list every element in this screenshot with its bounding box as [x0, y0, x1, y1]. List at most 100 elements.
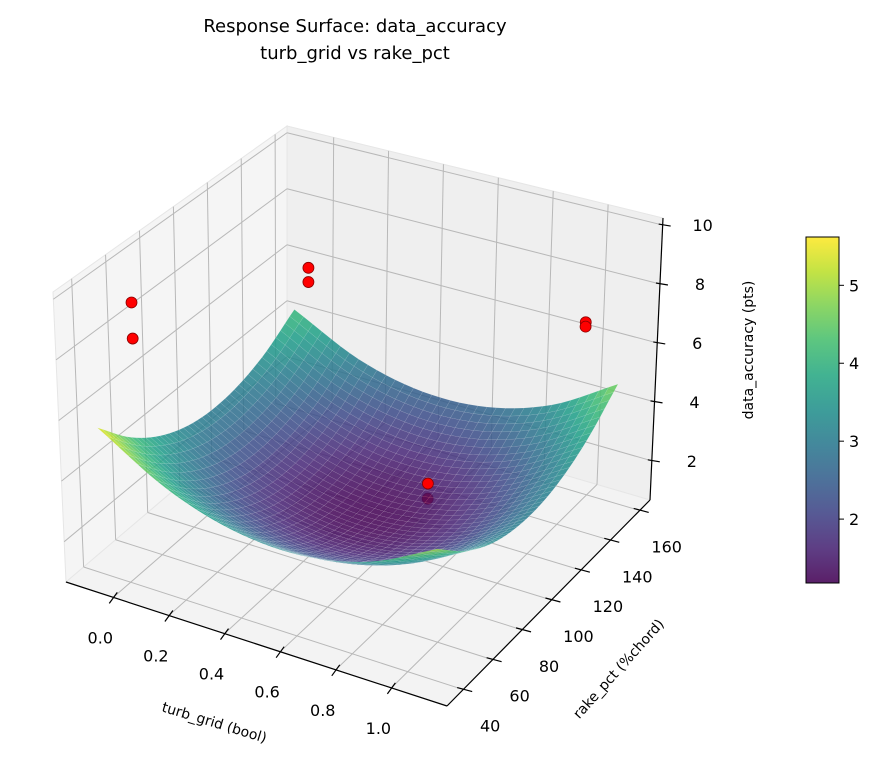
z-tick-label: 8	[695, 275, 705, 294]
x-tick-mark	[164, 610, 174, 622]
surface-patch	[581, 424, 597, 437]
x-axis-line	[65, 581, 448, 707]
colorbar-tick-label: 3	[849, 432, 859, 451]
surface-patch	[508, 522, 523, 530]
z-tick-label: 4	[689, 393, 699, 412]
y-tick-mark	[486, 657, 502, 663]
z-tick-label: 6	[692, 334, 702, 353]
x-tick-mark	[220, 628, 230, 640]
scatter-point	[302, 261, 315, 274]
colorbar-tick-label: 2	[849, 510, 859, 529]
surface-patch	[555, 467, 570, 477]
z-tick-mark	[655, 282, 669, 286]
surface-patch	[594, 400, 610, 413]
y-tick-label: 80	[539, 657, 559, 676]
surface-patch	[585, 416, 601, 429]
z-gridline	[61, 300, 288, 482]
surface-patch	[576, 432, 592, 444]
z-gridline	[53, 132, 288, 300]
surface-patch	[603, 383, 619, 396]
surface-patch	[436, 549, 451, 553]
y-tick-label: 60	[509, 687, 529, 706]
surface-patch	[546, 479, 562, 489]
x-tick-label: 0.0	[88, 628, 113, 647]
chart-subtitle: turb_grid vs rake_pct	[260, 43, 450, 64]
surface-patch	[486, 538, 501, 544]
y-axis-line	[446, 499, 651, 707]
colorbar-tick-label: 4	[849, 354, 859, 373]
y-tick-mark	[515, 627, 532, 633]
z-tick-label: 10	[692, 216, 712, 235]
y-tick-mark	[574, 567, 591, 573]
y-gridline	[115, 539, 493, 661]
z-axis-label: data_accuracy (pts)	[741, 281, 757, 420]
surface-patch	[524, 505, 540, 514]
scatter-points	[125, 261, 592, 490]
y-tick-mark	[604, 537, 620, 543]
z-axis-line	[649, 217, 664, 501]
surface-patch	[512, 518, 527, 526]
z-tick-mark	[647, 459, 660, 463]
scatter-point	[302, 276, 315, 288]
surface-patch	[542, 485, 557, 495]
x-tick-label: 0.6	[254, 683, 279, 702]
surface-patch	[533, 495, 549, 505]
surface-patch	[520, 510, 536, 518]
surface-patch	[572, 439, 588, 451]
y-tick-label: 100	[563, 627, 594, 646]
z-tick-mark	[653, 341, 666, 345]
response-surface	[97, 309, 619, 566]
x-tick-label: 1.0	[366, 719, 391, 738]
surface-patch	[431, 549, 446, 553]
colorbar: 2 3 4 5	[805, 236, 859, 584]
surface-patch	[559, 460, 575, 471]
x-tick-mark	[108, 592, 118, 604]
surface-patch	[516, 514, 531, 522]
colorbar-gradient	[805, 236, 840, 584]
surface-patch	[537, 490, 553, 500]
x-tick-label: 0.8	[310, 701, 335, 720]
y-gridline	[147, 512, 523, 631]
surface-patch	[478, 543, 493, 548]
x-gridline	[596, 204, 609, 485]
surface-patch	[499, 529, 514, 536]
chart-title: Response Surface: data_accuracy	[203, 16, 507, 37]
y-tick-mark	[633, 507, 649, 514]
z-gridline	[286, 188, 661, 285]
x-tick-label: 0.2	[143, 646, 168, 665]
y-gridline	[83, 566, 464, 691]
z-tick-mark	[658, 223, 671, 227]
z-gridline	[286, 300, 655, 403]
scatter-point	[125, 296, 138, 309]
z-gridline	[286, 132, 663, 226]
z-gridline	[58, 244, 288, 421]
surface-patch	[444, 550, 459, 554]
surface-patch	[491, 535, 506, 542]
surface-patch	[474, 544, 489, 550]
x-tick-label: 0.4	[199, 665, 224, 684]
scatter-point	[422, 477, 434, 490]
surface-patch	[440, 550, 455, 554]
y-tick-label: 120	[593, 597, 624, 616]
z-gridline	[286, 244, 658, 344]
z-tick-mark	[650, 400, 663, 404]
surface-patch	[563, 454, 579, 465]
y-tick-label: 140	[622, 567, 653, 586]
y-gridline	[105, 254, 117, 540]
surface-patch	[503, 526, 518, 533]
y-tick-mark	[545, 597, 561, 603]
y-tick-label: 160	[651, 537, 682, 556]
x-tick-mark	[331, 664, 341, 677]
y-tick-mark	[457, 686, 473, 693]
scatter-point	[126, 332, 139, 345]
z-tick-label: 2	[687, 452, 697, 471]
surface-patch	[482, 540, 497, 546]
z-gridline	[55, 188, 288, 361]
surface-patch	[495, 532, 510, 539]
x-gridline	[437, 164, 444, 439]
x-tick-mark	[386, 682, 396, 695]
surface-patch	[550, 473, 566, 483]
x-axis-label: turb_grid (bool)	[160, 700, 269, 747]
